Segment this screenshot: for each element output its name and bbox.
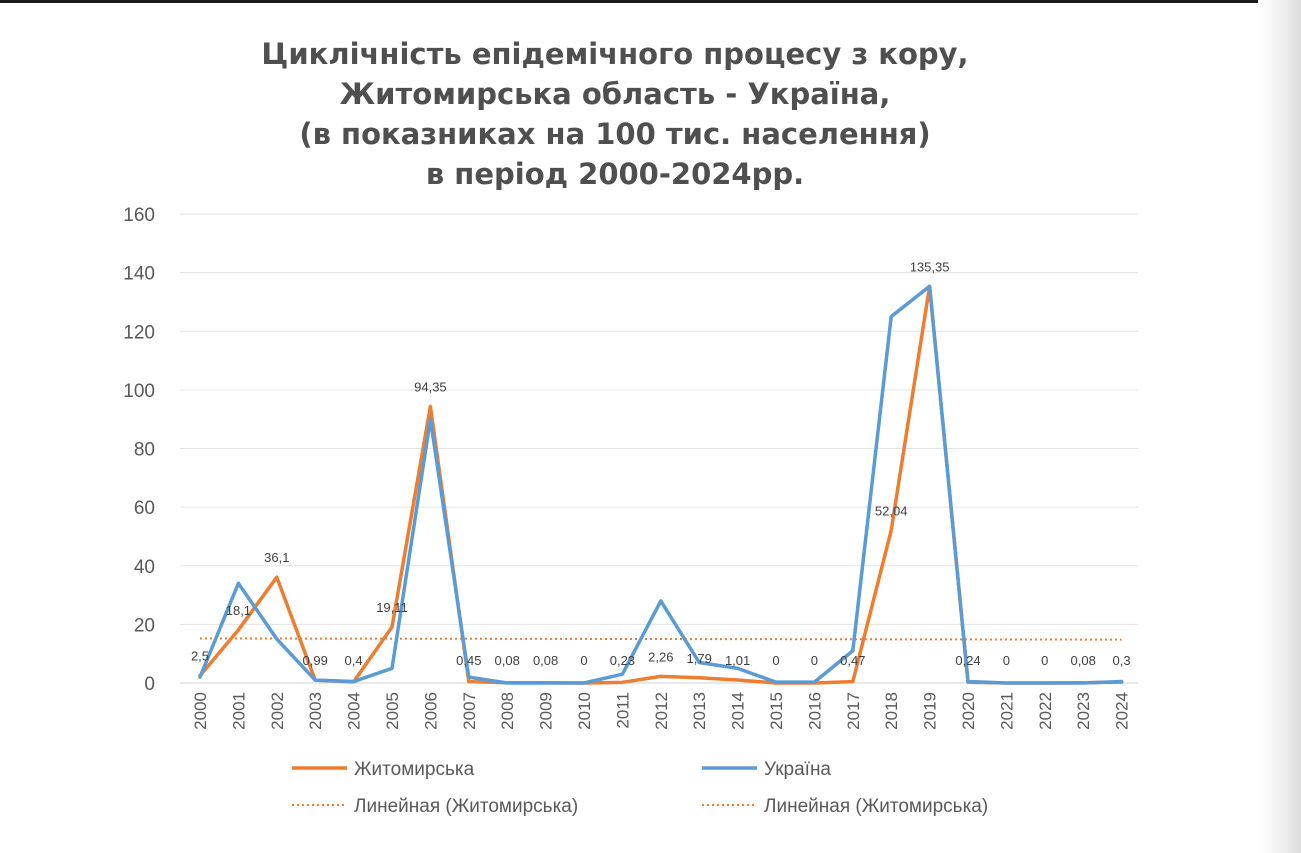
x-tick-label: 2022 <box>1036 692 1055 730</box>
x-tick-label: 2021 <box>997 692 1016 730</box>
y-tick-label: 140 <box>123 264 155 285</box>
data-label: 0,23 <box>610 653 635 668</box>
y-tick-label: 160 <box>123 205 155 226</box>
x-tick-label: 2009 <box>537 692 556 730</box>
x-tick-label: 2002 <box>268 692 287 730</box>
series-line-zhytomyr <box>198 284 1124 685</box>
x-tick-label: 2011 <box>613 692 632 729</box>
legend-label: Житомирська <box>354 759 475 780</box>
x-tick-label: 2019 <box>921 692 940 730</box>
legend-label: Линейная (Житомирська) <box>354 796 578 817</box>
x-tick-label: 2020 <box>959 692 978 730</box>
x-tick-label: 2003 <box>306 692 325 730</box>
chart-title-line-4: в період 2000-2024рр. <box>425 157 805 191</box>
gridlines <box>180 213 1138 684</box>
y-tick-label: 80 <box>134 440 155 461</box>
legend: Житомирська Україна Линейная (Житомирська)… <box>292 759 988 817</box>
y-tick-label: 100 <box>123 381 155 402</box>
chart-title: Циклічність епідемічного процесу з кору,… <box>230 34 1000 194</box>
x-tick-label: 2017 <box>844 692 863 730</box>
data-label: 0,99 <box>303 653 328 668</box>
data-label: 135,35 <box>910 259 950 274</box>
data-label: 0,08 <box>533 653 558 668</box>
data-label: 0,47 <box>840 653 865 668</box>
data-label: 2,5 <box>191 649 209 664</box>
x-tick-label: 2010 <box>575 692 594 730</box>
data-label: 0 <box>1003 653 1010 668</box>
x-tick-label: 2004 <box>345 692 364 730</box>
chart-title-line-1: Циклічність епідемічного процесу з кору, <box>261 37 969 71</box>
data-label: 0 <box>772 653 779 668</box>
data-label: 0,08 <box>1071 653 1096 668</box>
data-label: 0,3 <box>1113 653 1131 668</box>
data-label: 0,24 <box>955 653 980 668</box>
series-lines <box>198 284 1124 685</box>
x-tick-label: 2012 <box>652 692 671 730</box>
legend-label: Линейная (Житомирська) <box>764 796 988 817</box>
y-tick-label: 120 <box>123 322 155 343</box>
x-tick-label: 2007 <box>460 692 479 730</box>
data-label: 0 <box>580 653 587 668</box>
x-tick-label: 2016 <box>805 692 824 730</box>
data-label: 0 <box>1041 653 1048 668</box>
x-tick-label: 2013 <box>690 692 709 730</box>
data-label: 0,4 <box>345 653 363 668</box>
x-tick-label: 2015 <box>767 692 786 730</box>
data-label: 52,04 <box>875 503 908 518</box>
y-axis-ticks: 0 20 40 60 80 100 120 140 160 <box>123 205 155 695</box>
data-label: 18,1 <box>226 603 251 618</box>
x-tick-label: 2006 <box>421 692 440 730</box>
data-label: 2,26 <box>648 649 673 664</box>
series-line-ukraine <box>198 284 1124 685</box>
x-tick-label: 2024 <box>1113 692 1132 730</box>
x-tick-label: 2001 <box>229 692 248 730</box>
y-tick-label: 0 <box>144 674 155 695</box>
legend-label: Україна <box>764 759 831 780</box>
x-tick-label: 2005 <box>383 692 402 730</box>
data-label: 0 <box>811 653 818 668</box>
data-label: 94,35 <box>414 379 447 394</box>
data-labels: 2,5 18,1 36,1 0,99 0,4 19,11 94,35 0,45 0,08 0,08… <box>191 259 1131 668</box>
data-label: 1,79 <box>687 651 712 666</box>
x-tick-label: 2008 <box>498 692 517 730</box>
trendline <box>199 637 1122 641</box>
x-tick-label: 2023 <box>1074 692 1093 730</box>
y-tick-label: 20 <box>134 615 155 636</box>
top-border <box>0 0 1301 3</box>
y-tick-label: 40 <box>134 557 155 578</box>
chart-title-line-3: (в показниках на 100 тис. населення) <box>299 117 931 151</box>
data-label: 0,45 <box>456 653 481 668</box>
y-tick-label: 60 <box>134 498 155 519</box>
trendline-zhytomyr <box>199 637 1122 641</box>
x-tick-label: 2014 <box>729 692 748 730</box>
x-tick-label: 2000 <box>191 692 210 730</box>
chart-title-line-2: Житомирська область - Україна, <box>339 77 891 111</box>
x-tick-label: 2018 <box>882 692 901 730</box>
data-label: 0,08 <box>495 653 520 668</box>
data-label: 1,01 <box>725 653 750 668</box>
page-edge-shadow <box>1258 0 1301 853</box>
data-label: 36,1 <box>264 550 289 565</box>
data-label: 19,11 <box>376 600 408 615</box>
x-axis-ticks: 2000 2001 2002 2003 2004 2005 2006 2007 2008 2009… <box>191 692 1132 730</box>
